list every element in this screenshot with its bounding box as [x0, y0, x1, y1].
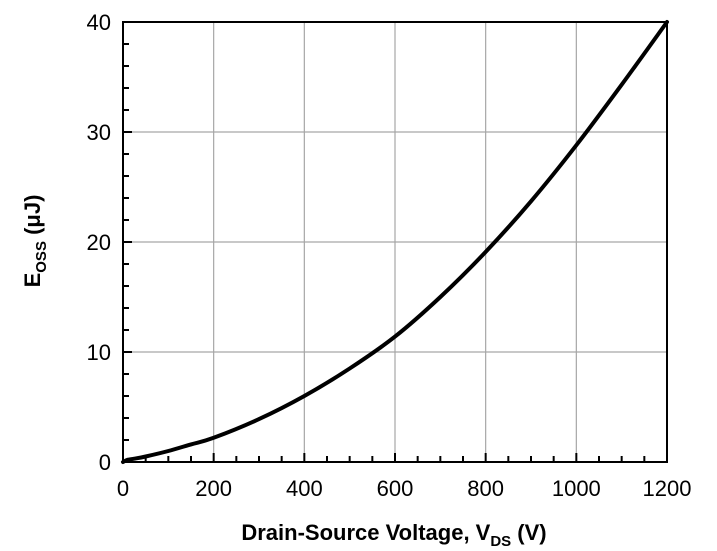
y-tick-label: 0 — [99, 450, 111, 475]
y-tick-label: 40 — [87, 10, 111, 35]
series-layer — [121, 20, 669, 464]
x-tick-label: 0 — [117, 476, 129, 501]
y-axis-label-main: E — [20, 273, 45, 288]
x-axis-label: Drain-Source Voltage, VDS (V) — [241, 520, 546, 550]
x-tick-label: 1000 — [552, 476, 601, 501]
x-tick-label: 800 — [467, 476, 504, 501]
y-axis-label: EOSS (μJ) — [20, 195, 50, 288]
y-tick-label: 30 — [87, 120, 111, 145]
y-tick-label: 20 — [87, 230, 111, 255]
y-axis-label-unit: (μJ) — [20, 195, 45, 241]
series-line — [121, 20, 669, 464]
x-tick-label: 1200 — [643, 476, 692, 501]
x-tick-label: 400 — [286, 476, 323, 501]
y-tick-label: 10 — [87, 340, 111, 365]
ticks — [122, 21, 668, 463]
x-tick-label: 200 — [195, 476, 232, 501]
x-axis-label-subscript: DS — [490, 533, 511, 550]
tick-labels: 0 200 400 600 800 1000 1200 0 10 20 30 40 — [87, 10, 692, 501]
y-axis-label-subscript: OSS — [33, 241, 50, 273]
x-tick-label: 600 — [377, 476, 414, 501]
x-axis-label-unit: (V) — [511, 520, 546, 545]
grid — [123, 22, 667, 462]
x-axis-label-main: Drain-Source Voltage, V — [241, 520, 490, 545]
